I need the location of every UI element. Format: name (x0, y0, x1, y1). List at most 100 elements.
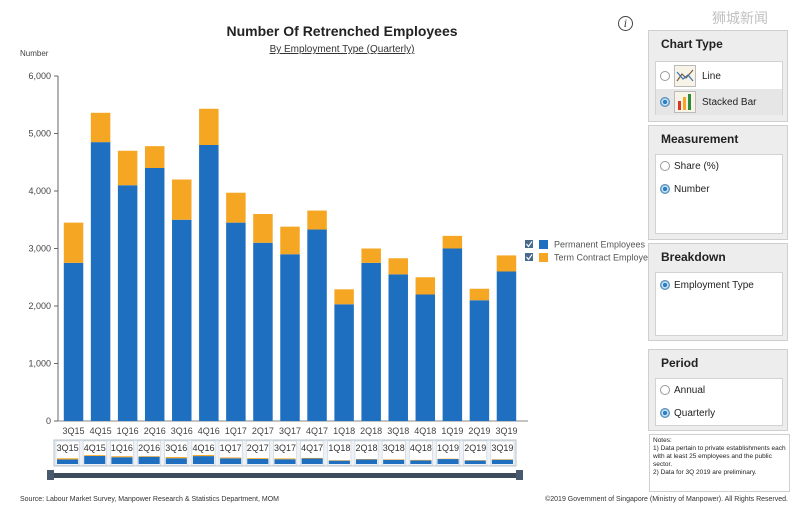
radio-number[interactable] (660, 184, 670, 194)
x-tick-label: 2Q16 (144, 426, 166, 436)
breakdown-employment-type-option[interactable]: Employment Type (660, 275, 754, 295)
chart-type-line-label: Line (702, 70, 721, 82)
navigator-left-handle[interactable] (47, 470, 54, 480)
navigator-bar-permanent (464, 460, 486, 464)
measurement-title: Measurement (661, 132, 739, 146)
legend: Permanent Employees Term Contract Employe… (525, 240, 658, 263)
bar-term-contract-2Q16[interactable] (144, 146, 165, 168)
bar-term-contract-3Q16[interactable] (172, 179, 192, 220)
bar-term-contract-2Q19[interactable] (469, 288, 490, 301)
navigator-tick-label: 3Q15 (57, 443, 79, 453)
bar-permanent-1Q18[interactable] (334, 304, 354, 421)
navigator-bar-permanent (301, 458, 323, 464)
bar-permanent-3Q16[interactable] (172, 219, 192, 421)
bar-permanent-4Q16[interactable] (199, 145, 219, 421)
legend-swatch (539, 240, 548, 249)
navigator-right-handle[interactable] (516, 470, 523, 480)
bar-permanent-3Q18[interactable] (388, 274, 408, 421)
x-tick-label: 3Q15 (63, 426, 85, 436)
chart-type-options: Line Stacked Bar (655, 61, 783, 115)
y-axis-label: Number (20, 49, 49, 58)
measurement-number-option[interactable]: Number (660, 179, 710, 199)
navigator-scrollbar[interactable] (48, 473, 522, 478)
chart-type-panel: Chart Type Line Stacked Bar (648, 30, 788, 122)
bar-permanent-1Q19[interactable] (442, 248, 463, 422)
chart-type-stacked-option[interactable]: Stacked Bar (656, 89, 782, 115)
bar-permanent-1Q17[interactable] (226, 222, 246, 421)
bar-permanent-1Q16[interactable] (117, 185, 138, 421)
bar-term-contract-2Q18[interactable] (361, 248, 381, 263)
legend-label: Permanent Employees (554, 240, 646, 250)
period-annual-option[interactable]: Annual (660, 380, 705, 400)
x-tick-label: 1Q16 (117, 426, 139, 436)
period-quarterly-option[interactable]: Quarterly (660, 403, 715, 423)
navigator-bar-permanent (57, 459, 79, 464)
x-tick-label: 3Q18 (387, 426, 409, 436)
range-navigator[interactable]: 3Q15 4Q15 1Q16 2Q16 3Q16 4Q16 1Q17 2Q17 3Q17 4Q17… (47, 439, 523, 480)
radio-employment-type[interactable] (660, 280, 670, 290)
bar-term-contract-3Q18[interactable] (388, 258, 408, 275)
bar-permanent-3Q19[interactable] (496, 271, 517, 422)
navigator-bar-term-contract (192, 455, 215, 457)
watermark: 狮城新闻 (712, 11, 768, 27)
navigator-bar-term-contract (247, 458, 269, 459)
x-tick-label: 4Q17 (306, 426, 328, 436)
bar-permanent-2Q18[interactable] (361, 262, 381, 421)
bar-term-contract-3Q15[interactable] (63, 222, 84, 263)
navigator-tick-label: 2Q16 (138, 443, 160, 453)
navigator-bar-permanent (111, 457, 133, 464)
check-icon (526, 241, 533, 248)
bar-permanent-3Q17[interactable] (280, 254, 300, 421)
breakdown-options: Employment Type (655, 272, 783, 336)
bar-term-contract-4Q17[interactable] (307, 210, 327, 230)
measurement-share-option[interactable]: Share (%) (660, 156, 719, 176)
navigator-cell (463, 440, 488, 466)
bar-term-contract-1Q19[interactable] (442, 235, 463, 249)
radio-annual[interactable] (660, 385, 670, 395)
navigator-bar-permanent (274, 459, 296, 464)
bar-permanent-4Q17[interactable] (307, 229, 327, 421)
bar-term-contract-4Q16[interactable] (199, 108, 219, 145)
bar-permanent-2Q19[interactable] (469, 300, 490, 421)
bar-permanent-3Q15[interactable] (63, 262, 84, 421)
chart-subtitle: By Employment Type (Quarterly) (270, 44, 415, 55)
x-tick-label: 4Q16 (198, 426, 220, 436)
bar-term-contract-3Q19[interactable] (496, 255, 517, 272)
navigator-bar-permanent (383, 459, 405, 464)
bar-term-contract-1Q17[interactable] (226, 192, 246, 223)
bar-term-contract-2Q17[interactable] (253, 214, 273, 243)
navigator-tick-label: 1Q17 (220, 443, 242, 453)
navigator-cell (381, 440, 406, 466)
bar-permanent-4Q18[interactable] (415, 294, 436, 422)
period-panel: Period Annual Quarterly (648, 349, 788, 431)
info-icon[interactable]: i (618, 16, 633, 31)
radio-share[interactable] (660, 161, 670, 171)
bars (63, 108, 517, 422)
period-annual-label: Annual (674, 384, 706, 396)
breakdown-employment-type-label: Employment Type (674, 279, 754, 291)
stacked-bar-chart-icon (674, 91, 696, 113)
bar-term-contract-4Q18[interactable] (415, 277, 436, 295)
bar-permanent-4Q15[interactable] (90, 142, 111, 421)
radio-line[interactable] (660, 71, 670, 81)
navigator-cell (327, 440, 352, 466)
navigator-tick-label: 2Q19 (464, 443, 486, 453)
x-tick-label: 2Q19 (468, 426, 490, 436)
radio-stacked-bar[interactable] (660, 97, 670, 107)
navigator-cell (490, 440, 515, 466)
bar-term-contract-3Q17[interactable] (280, 226, 300, 255)
notes-box: Notes: 1) Data pertain to private establ… (649, 434, 790, 492)
bar-term-contract-1Q16[interactable] (117, 150, 138, 186)
navigator-tick-label: 3Q19 (491, 443, 513, 453)
bar-term-contract-1Q18[interactable] (334, 289, 354, 305)
chart-type-line-option[interactable]: Line (660, 64, 721, 88)
bar-permanent-2Q17[interactable] (253, 242, 273, 421)
bar-permanent-2Q16[interactable] (144, 168, 165, 421)
x-tick-label: 3Q17 (279, 426, 301, 436)
bar-term-contract-4Q15[interactable] (90, 112, 111, 143)
navigator-bar-permanent (328, 460, 350, 464)
legend-checkbox[interactable] (525, 253, 533, 261)
navigator-tick-label: 3Q17 (274, 443, 296, 453)
legend-checkbox[interactable] (525, 240, 533, 248)
radio-quarterly[interactable] (660, 408, 670, 418)
